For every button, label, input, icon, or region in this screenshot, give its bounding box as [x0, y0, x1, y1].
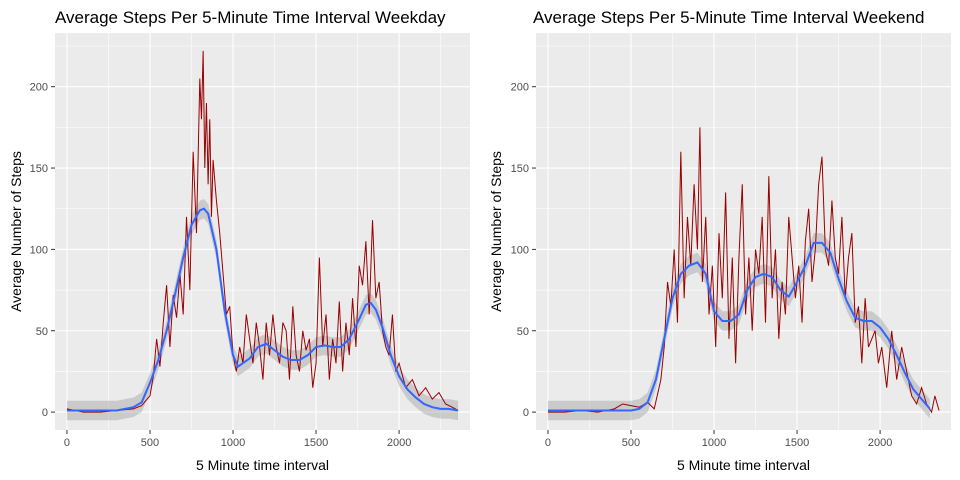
weekday-plot-background: [55, 33, 470, 430]
weekend-panel: 0 500 1000 1500 2000 0 50 100 150 200 Average Step…: [488, 8, 951, 473]
weekday-x-tick-label: 1500: [304, 437, 328, 449]
weekend-confidence-band: [547, 233, 930, 421]
weekend-y-axis-title: Average Number of Steps: [488, 151, 504, 312]
weekend-smooth-line: [547, 241, 931, 412]
weekend-y-tick-label: 150: [511, 163, 529, 175]
weekend-x-axis-title: 5 Minute time interval: [677, 457, 810, 473]
weekday-x-axis-title: 5 Minute time interval: [196, 457, 329, 473]
weekday-chart-title: Average Steps Per 5-Minute Time Interval…: [55, 8, 446, 27]
weekend-y-tick-label: 50: [517, 326, 529, 338]
weekend-y-tick-label: 200: [511, 82, 529, 94]
weekend-x-tick-label: 1500: [785, 437, 809, 449]
weekday-x-tick-label: 0: [64, 437, 70, 449]
weekend-steps-line: [547, 127, 940, 414]
weekday-x-tick-label: 500: [141, 437, 159, 449]
weekend-x-tick-label: 2000: [868, 437, 892, 449]
weekday-smooth-line: [66, 207, 459, 412]
weekday-y-tick-label: 150: [30, 163, 48, 175]
weekday-y-axis-title: Average Number of Steps: [8, 151, 24, 312]
weekend-y-tick-label: 0: [523, 407, 529, 419]
weekday-x-tick-label: 2000: [387, 437, 411, 449]
weekday-y-tick-label: 50: [36, 326, 48, 338]
weekday-y-tick-label: 200: [30, 82, 48, 94]
weekday-y-tick-label: 100: [30, 244, 48, 256]
weekday-confidence-band: [66, 198, 459, 421]
weekend-y-tick-label: 100: [511, 244, 529, 256]
weekday-panel: 0 500 1000 1500 2000 0 50 100 150 200 Average Step…: [8, 8, 470, 473]
weekend-x-tick-label: 500: [622, 437, 640, 449]
weekday-y-tick-label: 0: [42, 407, 48, 419]
weekend-x-tick-label: 1000: [702, 437, 726, 449]
weekday-x-tick-label: 1000: [221, 437, 245, 449]
weekend-x-tick-label: 0: [545, 437, 551, 449]
weekend-chart-title: Average Steps Per 5-Minute Time Interval…: [533, 8, 925, 27]
weekday-steps-line: [66, 50, 459, 413]
